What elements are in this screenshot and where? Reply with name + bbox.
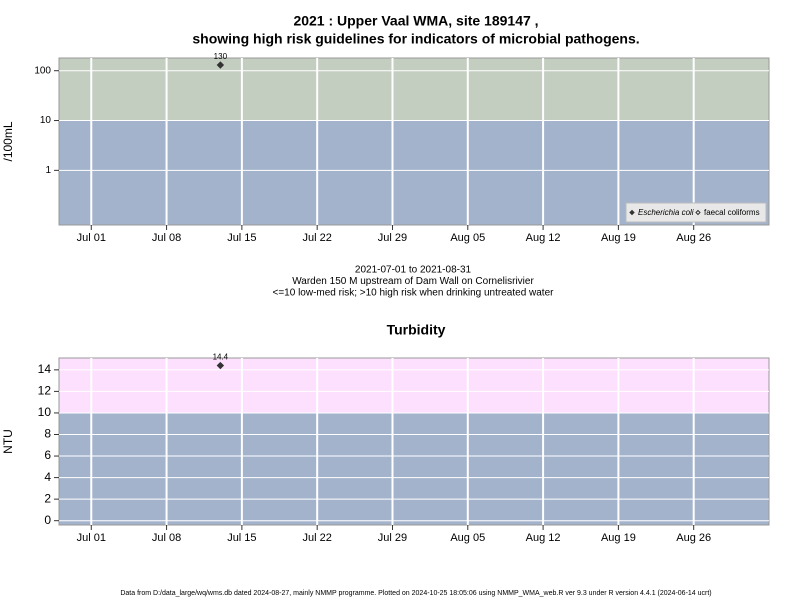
x-tick-label: Aug 05 (450, 532, 485, 544)
legend-marker (629, 209, 635, 216)
y-tick-label: 6 (44, 448, 51, 462)
y-tick-label: 100 (34, 65, 51, 76)
footer: Data from D:/data_large/wq/wms.db dated … (120, 590, 711, 597)
data-point (216, 361, 225, 370)
y-axis-label: NTU (1, 429, 15, 454)
y-tick-label: 10 (38, 405, 52, 419)
x-tick-label: Aug 19 (601, 532, 636, 544)
x-tick-label: Aug 05 (450, 232, 485, 244)
data-label: 130 (214, 52, 228, 61)
x-tick-label: Aug 12 (526, 232, 561, 244)
band-above (59, 58, 769, 121)
legend: Escherichia coli faecal coliforms (625, 202, 767, 223)
legend-label: Escherichia coli (638, 208, 694, 217)
y-tick-label: 14 (38, 362, 52, 376)
y-tick-label: 0 (44, 513, 51, 527)
data-label: 14.4 (213, 353, 229, 362)
y-tick-label: 2 (44, 491, 51, 505)
y-tick-label: 1 (45, 165, 51, 176)
chart-title: 2021 : Upper Vaal WMA, site 189147 , (293, 13, 538, 29)
x-tick-label: Jul 08 (152, 532, 181, 544)
x-tick-label: Aug 12 (526, 532, 561, 544)
x-tick-label: Jul 29 (378, 532, 407, 544)
note: <=10 low-med risk; >10 high risk when dr… (273, 288, 555, 299)
x-tick-label: Jul 15 (227, 532, 256, 544)
data-point (216, 61, 225, 69)
x-tick-label: Jul 29 (378, 232, 407, 244)
x-tick-label: Jul 15 (227, 232, 256, 244)
y-tick-label: 8 (44, 427, 51, 441)
x-tick-label: Aug 26 (676, 232, 711, 244)
legend-marker (695, 209, 701, 216)
y-axis-label: /100mL (1, 121, 15, 161)
x-tick-label: Jul 22 (303, 232, 332, 244)
chart-title: Turbidity (387, 322, 446, 338)
plot-frame (58, 57, 770, 226)
x-tick-label: Aug 19 (601, 232, 636, 244)
note: 2021-07-01 to 2021-08-31 (355, 265, 472, 276)
x-tick-label: Jul 22 (303, 532, 332, 544)
chart-title: showing high risk guidelines for indicat… (192, 31, 639, 47)
legend-label: faecal coliforms (704, 208, 760, 217)
x-tick-label: Aug 26 (676, 532, 711, 544)
band-above (59, 358, 769, 413)
band-below (59, 412, 769, 525)
plot-frame (58, 357, 770, 526)
y-tick-label: 4 (44, 470, 51, 484)
x-tick-label: Jul 01 (77, 232, 106, 244)
y-tick-label: 12 (38, 384, 52, 398)
x-tick-label: Jul 01 (77, 532, 106, 544)
x-tick-label: Jul 08 (152, 232, 181, 244)
note: Warden 150 M upstream of Dam Wall on Cor… (292, 276, 534, 287)
y-tick-label: 10 (40, 115, 52, 126)
